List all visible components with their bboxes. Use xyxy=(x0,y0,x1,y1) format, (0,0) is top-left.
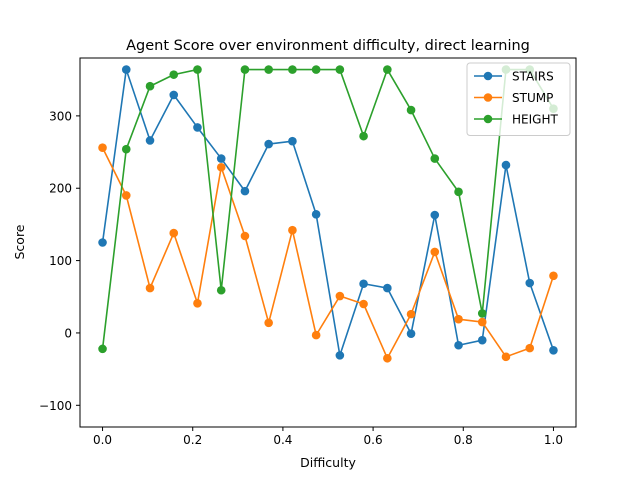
y-tick-label: 300 xyxy=(49,109,72,123)
legend-marker-stairs xyxy=(483,71,493,81)
legend-item-stairs: STAIRS xyxy=(474,70,554,84)
y-tick-label: 200 xyxy=(49,182,72,196)
legend-marker-stump xyxy=(483,93,493,102)
data-point-stump xyxy=(98,143,107,153)
data-point-height xyxy=(430,154,440,163)
data-point-stump xyxy=(311,330,321,340)
data-point-stump xyxy=(264,318,273,328)
data-point-height xyxy=(383,65,392,74)
data-point-stairs xyxy=(430,210,440,220)
data-point-height xyxy=(288,65,297,74)
data-point-stairs xyxy=(549,346,558,355)
data-point-stump xyxy=(216,162,226,172)
series-stump xyxy=(98,143,558,363)
series-stairs xyxy=(98,65,558,360)
data-point-stairs xyxy=(240,186,250,196)
y-axis-ticks: −100 0 100 200 300 xyxy=(39,109,80,413)
data-point-height xyxy=(193,65,202,74)
data-point-stump xyxy=(335,291,345,301)
data-point-height xyxy=(264,65,273,74)
data-point-stairs xyxy=(264,139,273,149)
data-point-stump xyxy=(549,271,558,281)
x-tick-label: 0.8 xyxy=(454,433,473,447)
data-point-stairs xyxy=(525,278,535,288)
x-tick-label: 0.4 xyxy=(273,433,292,447)
legend: STAIRS STUMP HEIGHT xyxy=(466,62,571,136)
data-point-stump xyxy=(288,225,297,235)
data-point-stump xyxy=(193,298,202,308)
data-point-stump xyxy=(454,314,463,324)
data-point-height xyxy=(121,144,131,154)
y-tick-label: −100 xyxy=(39,399,72,413)
data-point-stairs xyxy=(477,335,487,345)
data-point-stump xyxy=(430,247,440,257)
data-point-height xyxy=(406,105,416,115)
x-axis-ticks: 0.0 0.2 0.4 0.6 0.8 1.0 xyxy=(93,427,563,447)
data-point-stump xyxy=(406,309,416,319)
x-tick-label: 1.0 xyxy=(544,433,563,447)
x-tick-label: 0.2 xyxy=(183,433,202,447)
data-point-height xyxy=(145,81,155,91)
data-point-height xyxy=(169,70,179,79)
x-tick-label: 0.6 xyxy=(364,433,383,447)
data-point-stairs xyxy=(288,136,297,146)
data-point-stairs xyxy=(216,154,226,163)
data-point-stairs xyxy=(359,279,368,289)
data-point-stump xyxy=(121,191,131,200)
legend-item-height: HEIGHT xyxy=(474,113,558,127)
data-point-stump xyxy=(501,352,511,362)
data-point-stump xyxy=(383,353,392,363)
data-point-height xyxy=(240,65,250,74)
data-point-stairs xyxy=(121,65,131,74)
data-point-stairs xyxy=(406,329,416,338)
data-point-height xyxy=(98,344,107,354)
data-point-stairs xyxy=(335,351,345,360)
y-tick-label: 100 xyxy=(49,254,72,268)
legend-marker-height xyxy=(483,114,493,124)
x-axis-label: Difficulty xyxy=(300,455,356,470)
data-point-height xyxy=(216,285,226,295)
legend-label-stairs: STAIRS xyxy=(512,70,554,84)
chart-title: Agent Score over environment difficulty,… xyxy=(126,38,530,54)
plot-area: 0.0 0.2 0.4 0.6 0.8 1.0 −100 0 100 200 300 xyxy=(39,57,577,447)
data-point-stump xyxy=(145,283,155,293)
data-point-stairs xyxy=(169,90,179,100)
data-point-stump xyxy=(477,317,487,327)
data-point-stairs xyxy=(98,238,107,247)
data-point-stairs xyxy=(193,123,202,132)
data-point-stairs xyxy=(454,340,463,350)
data-point-stump xyxy=(240,231,250,241)
data-point-height xyxy=(359,131,368,141)
x-tick-label: 0.0 xyxy=(93,433,112,447)
data-point-height xyxy=(335,65,345,74)
data-point-height xyxy=(454,187,463,197)
data-point-stairs xyxy=(383,283,392,293)
data-point-stump xyxy=(525,343,535,353)
y-tick-label: 0 xyxy=(64,326,72,340)
y-axis-label: Score xyxy=(12,224,27,259)
legend-item-stump: STUMP xyxy=(474,91,553,105)
data-point-stairs xyxy=(311,209,321,219)
axes-frame xyxy=(79,57,577,428)
data-point-stairs xyxy=(145,136,155,145)
data-point-height xyxy=(477,309,487,318)
legend-label-height: HEIGHT xyxy=(512,113,558,127)
legend-box xyxy=(466,62,571,136)
data-point-stump xyxy=(359,299,368,309)
data-point-stairs xyxy=(501,160,511,170)
data-point-stump xyxy=(169,228,179,238)
legend-label-stump: STUMP xyxy=(512,91,553,105)
data-point-height xyxy=(311,65,321,74)
